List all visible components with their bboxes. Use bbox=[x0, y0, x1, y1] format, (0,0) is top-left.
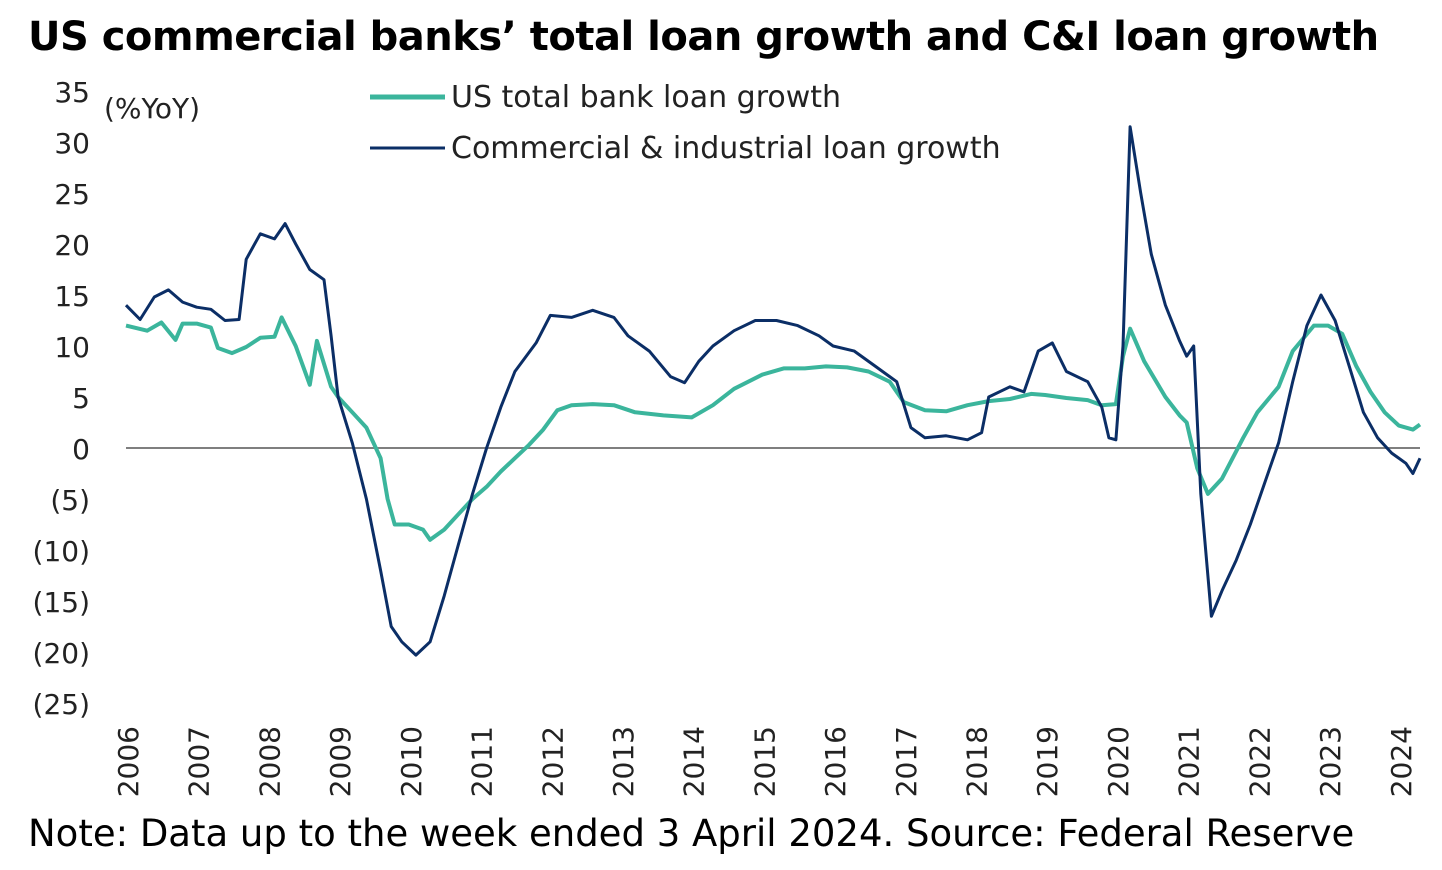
x-tick-label: 2018 bbox=[961, 726, 994, 797]
x-tick-label: 2012 bbox=[536, 726, 569, 797]
x-tick-label: 2016 bbox=[819, 726, 852, 797]
y-tick-label: 10 bbox=[54, 331, 90, 364]
x-tick-label: 2011 bbox=[466, 726, 499, 797]
x-tick-label: 2021 bbox=[1173, 726, 1206, 797]
y-tick-label: 30 bbox=[54, 127, 90, 160]
series-group bbox=[124, 125, 1422, 657]
x-tick-label: 2015 bbox=[748, 726, 781, 797]
x-tick-label: 2008 bbox=[253, 726, 286, 797]
x-tick-label: 2006 bbox=[112, 726, 145, 797]
x-tick-label: 2007 bbox=[183, 726, 216, 797]
y-tick-label: 15 bbox=[54, 280, 90, 313]
y-tick-label: 0 bbox=[72, 433, 90, 466]
x-tick-label: 2020 bbox=[1102, 726, 1135, 797]
legend-label: US total bank loan growth bbox=[451, 80, 841, 115]
legend: US total bank loan growth Commercial & in… bbox=[370, 80, 1001, 166]
y-tick-label: (20) bbox=[33, 637, 90, 670]
y-axis: 35 30 25 20 15 10 5 0 (5) (10) (15) (20) (25) bbox=[33, 76, 90, 721]
y-tick-label: (15) bbox=[33, 586, 90, 619]
x-tick-label: 2013 bbox=[607, 726, 640, 797]
legend-label: Commercial & industrial loan growth bbox=[451, 131, 1001, 166]
y-tick-label: (25) bbox=[33, 688, 90, 721]
x-tick-label: 2023 bbox=[1314, 726, 1347, 797]
x-tick-label: 2022 bbox=[1243, 726, 1276, 797]
y-tick-label: 5 bbox=[72, 382, 90, 415]
x-tick-label: 2009 bbox=[324, 726, 357, 797]
y-tick-label: (5) bbox=[50, 484, 90, 517]
y-tick-label: 35 bbox=[54, 76, 90, 109]
series-line-total-loan-growth bbox=[125, 315, 1422, 542]
y-axis-unit-label: (%YoY) bbox=[104, 92, 200, 125]
chart-title: US commercial banks’ total loan growth a… bbox=[28, 14, 1379, 60]
x-tick-label: 2010 bbox=[395, 726, 428, 797]
x-tick-label: 2019 bbox=[1031, 726, 1064, 797]
footnote: Note: Data up to the week ended 3 April … bbox=[28, 812, 1355, 855]
x-tick-label: 2017 bbox=[890, 726, 923, 797]
x-axis: 2006 2007 2008 2009 2010 2011 2012 2013 2014 2015… bbox=[112, 726, 1418, 797]
y-tick-label: 20 bbox=[54, 229, 90, 262]
x-tick-label: 2014 bbox=[678, 726, 711, 797]
y-tick-label: (10) bbox=[33, 535, 90, 568]
series-line-ci-loan-growth bbox=[124, 125, 1422, 657]
x-tick-label: 2024 bbox=[1385, 726, 1418, 797]
y-tick-label: 25 bbox=[54, 178, 90, 211]
